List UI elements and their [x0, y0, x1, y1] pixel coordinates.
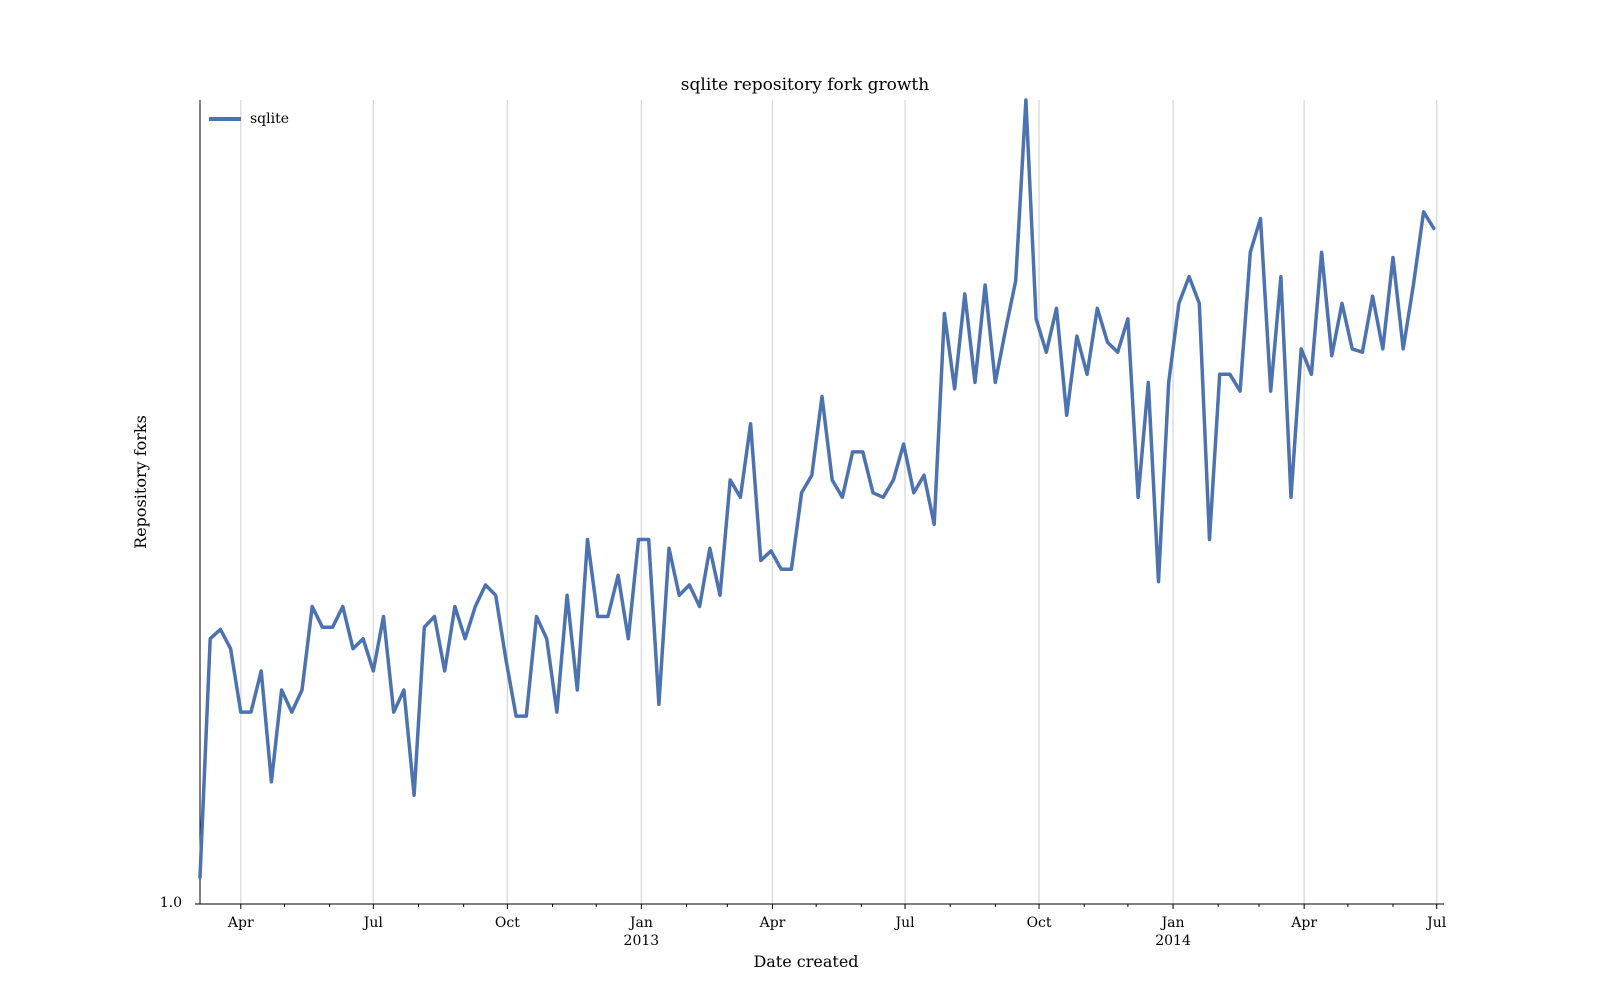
legend: sqlite	[209, 111, 289, 127]
gridlines	[240, 100, 1438, 904]
series-line-sqlite	[198, 98, 1436, 880]
chart-title: sqlite repository fork growth	[681, 75, 929, 95]
x-tick-label: Jan	[1160, 915, 1185, 931]
x-tick-label: Apr	[1290, 915, 1317, 931]
x-tick-label: Jul	[1425, 915, 1447, 931]
x-axis-label: Date created	[753, 952, 858, 971]
y-tick-label: 1.0	[160, 895, 182, 911]
x-tick-label: Jul	[893, 915, 915, 931]
x-tick-label: Jan	[628, 915, 653, 931]
y-axis-label: Repository forks	[131, 415, 150, 549]
x-tick-label: Oct	[495, 915, 520, 931]
x-tick-label: Apr	[759, 915, 786, 931]
x-tick-year-label: 2013	[624, 933, 660, 949]
x-tick-label: Jul	[362, 915, 384, 931]
x-tick-label: Oct	[1027, 915, 1052, 931]
series-layer	[198, 98, 1436, 880]
x-tick-year-label: 2014	[1155, 933, 1191, 949]
axes: Apr Jul Oct Jan 2013 Apr Jul Oct Jan 2014 Apr Jul 1.…	[160, 100, 1447, 949]
legend-label-sqlite: sqlite	[250, 111, 289, 127]
x-tick-label: Apr	[227, 915, 254, 931]
